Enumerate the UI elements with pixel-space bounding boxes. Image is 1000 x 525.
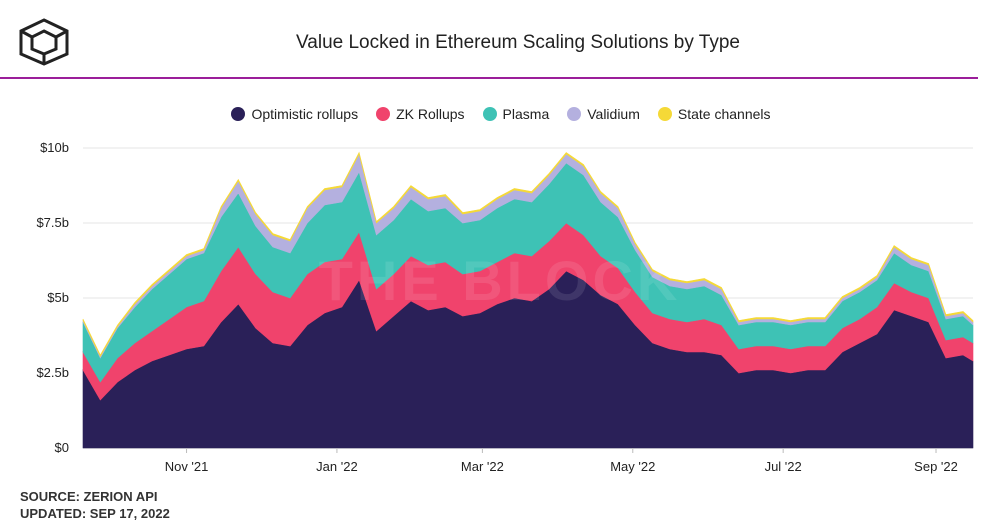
legend-swatch xyxy=(482,107,497,121)
x-tick-label: Sep '22 xyxy=(914,459,958,474)
legend-swatch xyxy=(376,107,391,121)
title-divider xyxy=(0,77,978,79)
legend-label: Validium xyxy=(587,106,640,122)
legend-label: Plasma xyxy=(502,106,550,122)
legend-item: Optimistic rollups xyxy=(231,106,358,122)
legend-swatch xyxy=(567,107,582,121)
y-axis-ticks: $0 $2.5b $5b $7.5b $10b xyxy=(36,140,69,455)
source-note: SOURCE: ZERION API UPDATED: SEP 17, 2022 xyxy=(20,488,170,522)
x-tick-label: Nov '21 xyxy=(165,459,209,474)
series-area xyxy=(82,151,974,358)
legend-label: ZK Rollups xyxy=(396,106,465,122)
chart-title: Value Locked in Ethereum Scaling Solutio… xyxy=(296,32,740,53)
area-chart: THE BLOCK $0 $2.5b $5b $7.5b $10b Nov '21 Jan… xyxy=(36,140,974,474)
y-tick-label: $7.5b xyxy=(36,215,69,230)
legend-swatch xyxy=(231,107,246,121)
y-tick-label: $5b xyxy=(47,290,69,305)
y-tick-label: $2.5b xyxy=(36,365,69,380)
stacked-areas xyxy=(82,151,974,449)
x-axis-ticks: Nov '21 Jan '22 Mar '22 May '22 Jul '22 Sep '… xyxy=(165,448,958,474)
legend-item: State channels xyxy=(657,106,771,122)
legend-label: Optimistic rollups xyxy=(251,106,359,122)
cube-logo-icon xyxy=(19,18,69,66)
x-tick-label: Jul '22 xyxy=(765,459,802,474)
watermark: THE BLOCK xyxy=(319,249,682,312)
legend-item: Plasma xyxy=(482,106,550,122)
y-tick-label: $10b xyxy=(40,140,69,155)
x-tick-label: May '22 xyxy=(610,459,655,474)
updated-line: UPDATED: SEP 17, 2022 xyxy=(20,506,170,521)
x-tick-label: Jan '22 xyxy=(316,459,358,474)
x-tick-label: Mar '22 xyxy=(461,459,504,474)
legend-item: ZK Rollups xyxy=(376,106,465,122)
legend-label: State channels xyxy=(677,106,771,122)
y-tick-label: $0 xyxy=(55,440,69,455)
legend-swatch xyxy=(657,107,672,121)
source-line: SOURCE: ZERION API xyxy=(20,489,158,504)
legend-item: Validium xyxy=(567,106,640,122)
legend: Optimistic rollups ZK Rollups Plasma Validi… xyxy=(0,106,1000,122)
